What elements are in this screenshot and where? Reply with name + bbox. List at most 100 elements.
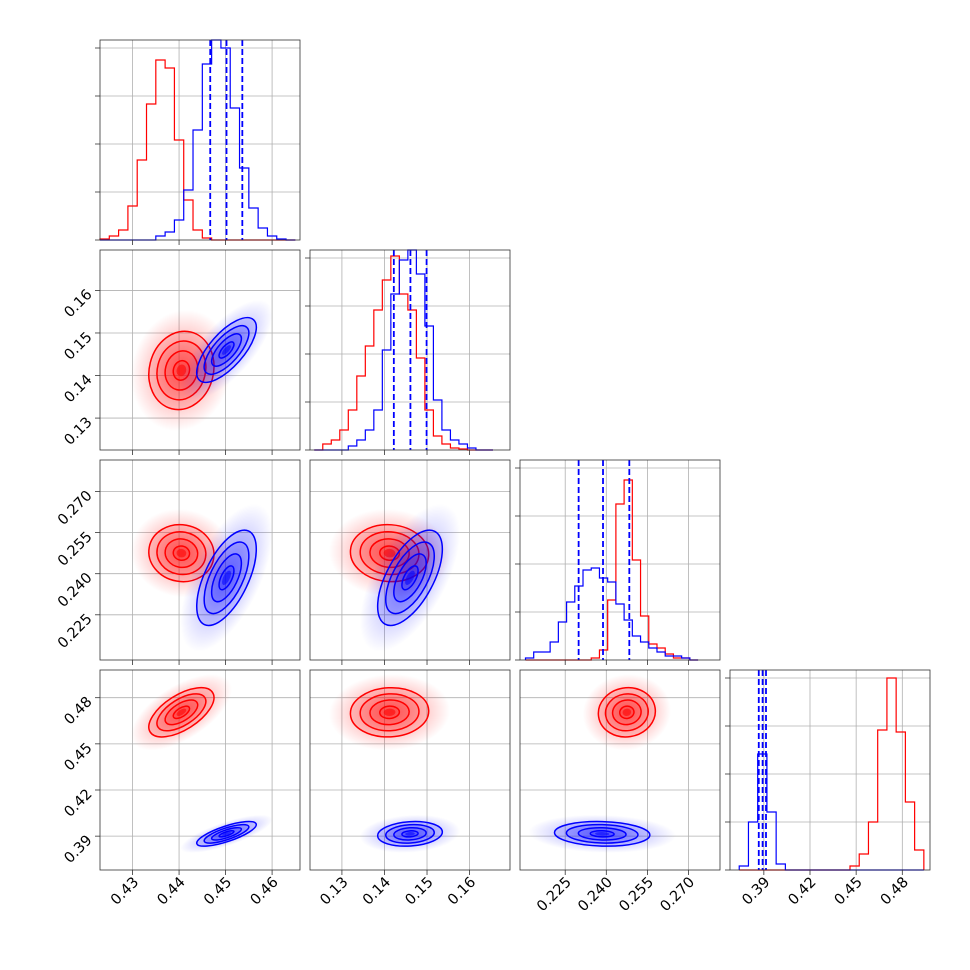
tick-label-x: 0.44 (155, 874, 189, 908)
red-contour-line (349, 686, 430, 738)
blue-contour-line (218, 341, 235, 359)
corner-plot-content: 0.43 0.44 0.45 0.46 0.13 0.14 0.15 0.16 0.225 0.2… (55, 39, 931, 915)
blue-contour-line (553, 820, 651, 847)
red-contour-core (176, 548, 187, 558)
panel-3-1 (310, 670, 510, 870)
blue-contour-line (393, 553, 427, 603)
panel-frame (99, 39, 301, 241)
blue-histogram-p2 (524, 567, 699, 661)
red-contour-line (618, 705, 635, 720)
tick-label-y: 0.255 (55, 529, 96, 570)
blue-contour-core (222, 345, 231, 355)
blue-contour-line (401, 830, 419, 838)
red-histogram-p0 (99, 59, 296, 241)
panel-1-1 (310, 249, 510, 451)
blue-contour-line (393, 826, 427, 841)
tick-label-y: 0.42 (62, 786, 96, 820)
blue-contour-line (218, 830, 235, 838)
tick-label-x: 0.15 (403, 874, 437, 908)
red-contour-line (369, 699, 410, 726)
tick-label-x: 0.46 (248, 874, 282, 908)
panel-3-3 (730, 670, 930, 871)
panel-frame (99, 459, 301, 661)
blue-contour-core (405, 570, 415, 585)
tick-label-x: 0.39 (739, 874, 773, 908)
red-contour-line (379, 705, 401, 720)
blue-contour-line (210, 333, 243, 367)
tick-label-x: 0.48 (878, 874, 912, 908)
red-contour-line (597, 686, 657, 738)
panel-2-0 (100, 460, 300, 660)
blue-contour-line (384, 823, 436, 844)
red-density-p2-p3 (582, 674, 672, 751)
panel-2-2 (520, 460, 720, 661)
panel-frame (309, 669, 511, 871)
tick-label-x: 0.16 (445, 874, 479, 908)
tick-label-y: 0.16 (62, 287, 96, 321)
blue-density-p1-p2 (359, 503, 461, 652)
tick-label-y: 0.225 (55, 611, 96, 652)
tick-label-y: 0.13 (62, 414, 96, 448)
blue-density-p0-p1 (180, 299, 273, 401)
blue-density-p2-p3 (528, 814, 677, 853)
tick-label-x: 0.13 (317, 874, 351, 908)
blue-contour-line (203, 823, 250, 844)
panel-3-2 (520, 670, 720, 870)
blue-density-p1-p3 (359, 814, 461, 853)
tick-label-x: 0.45 (201, 874, 235, 908)
panel-frame (99, 669, 301, 871)
panel-frame (309, 459, 511, 661)
tick-label-x: 0.255 (616, 874, 657, 915)
red-contour-line (359, 693, 420, 732)
tick-label-y: 0.45 (62, 740, 96, 774)
blue-contour-line (589, 830, 615, 838)
blue-contour-line (210, 826, 243, 841)
blue-contour-line (195, 529, 258, 627)
red-contour-line (604, 693, 649, 732)
blue-contour-line (203, 324, 250, 376)
red-contour-line (164, 699, 199, 726)
tick-label-x: 0.43 (108, 874, 142, 908)
tick-label-x: 0.45 (832, 874, 866, 908)
blue-histogram-p0 (100, 39, 296, 241)
panel-frame (519, 669, 721, 871)
red-contour-core (176, 708, 187, 716)
red-contour-line (164, 538, 199, 569)
red-contour-line (611, 699, 642, 726)
tick-label-y: 0.240 (55, 570, 96, 611)
tick-label-x: 0.240 (575, 874, 616, 915)
red-histogram-p1 (314, 255, 493, 451)
panel-3-0 (100, 670, 300, 870)
red-histogram-p2 (525, 479, 699, 661)
tick-label-y: 0.270 (55, 488, 96, 529)
blue-contour-line (195, 820, 258, 847)
red-contour-line (172, 705, 191, 720)
blue-histogram-p3 (738, 753, 924, 871)
red-contour-core (383, 708, 396, 716)
blue-contour-core (405, 832, 415, 836)
blue-histogram-p1 (314, 249, 493, 451)
panel-0-0 (99, 39, 300, 241)
panel-1-0 (100, 250, 300, 450)
blue-contour-line (565, 823, 639, 844)
tick-label-y: 0.39 (62, 832, 96, 866)
blue-contour-line (376, 820, 444, 847)
tick-label-x: 0.14 (360, 874, 394, 908)
blue-contour-core (595, 832, 610, 836)
tick-label-y: 0.15 (62, 329, 96, 363)
blue-contour-line (376, 529, 444, 627)
blue-contour-core (222, 832, 231, 836)
red-contour-line (172, 545, 191, 562)
blue-contour-line (203, 541, 250, 615)
panel-frame (519, 459, 721, 661)
tick-label-y: 0.48 (62, 694, 96, 728)
panel-frame (309, 249, 511, 451)
blue-contour-line (218, 565, 235, 591)
tick-label-x: 0.270 (657, 874, 698, 915)
panel-2-1 (310, 460, 510, 660)
blue-density-p0-p2 (180, 503, 273, 652)
blue-contour-line (577, 826, 627, 841)
blue-density-p0-p3 (180, 814, 273, 853)
panel-frame (729, 669, 931, 871)
blue-contour-line (210, 553, 243, 603)
